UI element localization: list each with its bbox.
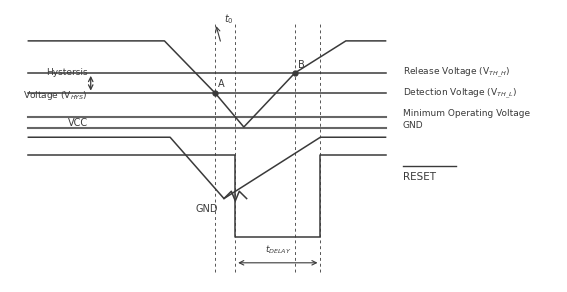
Text: GND: GND [403, 121, 423, 130]
Text: t$_0$: t$_0$ [224, 12, 234, 26]
Text: B: B [298, 60, 304, 70]
Text: Hystersis: Hystersis [46, 68, 88, 77]
Text: Minimum Operating Voltage: Minimum Operating Voltage [403, 110, 530, 118]
Text: A: A [218, 79, 225, 89]
Text: VCC: VCC [68, 119, 88, 128]
Text: Release Voltage (V$_{TH\_H}$): Release Voltage (V$_{TH\_H}$) [403, 66, 510, 80]
Text: RESET: RESET [403, 173, 435, 182]
Text: Detection Voltage (V$_{TH\_L}$): Detection Voltage (V$_{TH\_L}$) [403, 86, 517, 101]
Text: t$_{DELAY}$: t$_{DELAY}$ [265, 243, 291, 256]
Text: Voltage (V$_{HYS}$): Voltage (V$_{HYS}$) [23, 89, 88, 102]
Text: GND: GND [196, 204, 218, 214]
